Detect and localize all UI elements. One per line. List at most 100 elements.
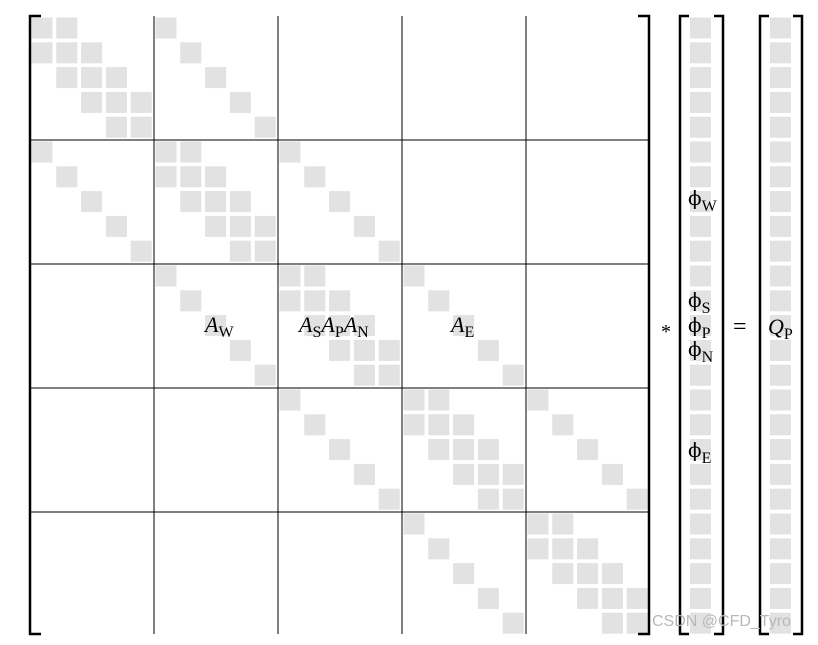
matrix-cell (403, 414, 425, 436)
q-cell (770, 364, 791, 386)
q-cell (770, 191, 791, 213)
matrix-cell (229, 91, 251, 113)
matrix-cell (130, 116, 152, 138)
matrix-cell (81, 42, 103, 64)
matrix-cell (378, 339, 400, 361)
matrix-cell (502, 364, 524, 386)
phi-p-label: ϕP (688, 313, 711, 342)
q-cell (770, 42, 791, 64)
matrix-cell (304, 265, 326, 287)
q-cell (770, 612, 791, 634)
matrix-cell (304, 166, 326, 188)
phi-cell (690, 612, 711, 634)
phi-cell (690, 364, 711, 386)
multiply-operator: * (661, 321, 671, 343)
phi-cell (690, 240, 711, 262)
matrix-cell (254, 240, 276, 262)
phi-cell (690, 488, 711, 510)
matrix-cell (155, 17, 177, 39)
matrix-cell (453, 439, 475, 461)
matrix-cell (502, 488, 524, 510)
matrix-cell (527, 513, 549, 535)
q-cell (770, 563, 791, 585)
matrix-cell (180, 141, 202, 163)
matrix-cell (477, 488, 499, 510)
phi-cell (690, 339, 711, 361)
matrix-cell (229, 191, 251, 213)
matrix-cell (577, 538, 599, 560)
matrix-cell (601, 463, 623, 485)
q-cell (770, 538, 791, 560)
phi-cell (690, 315, 711, 337)
matrix-cell (130, 91, 152, 113)
matrix-cell (477, 463, 499, 485)
matrix-cell (130, 240, 152, 262)
q-vector-cells (770, 17, 791, 634)
equals-operator: = (733, 314, 747, 340)
matrix-cell (304, 414, 326, 436)
matrix-cell (155, 166, 177, 188)
phi-cell (690, 191, 711, 213)
matrix-cell (403, 389, 425, 411)
q-cell (770, 513, 791, 535)
matrix-cell (180, 166, 202, 188)
q-cell (770, 339, 791, 361)
matrix-cell (329, 315, 351, 337)
matrix-block-grid (30, 16, 649, 634)
matrix-cell (577, 563, 599, 585)
matrix-cell (105, 91, 127, 113)
q-cell (770, 166, 791, 188)
matrix-cell (155, 141, 177, 163)
matrix-cell (527, 538, 549, 560)
phi-cell (690, 17, 711, 39)
matrix-cell (205, 166, 227, 188)
matrix-cell (626, 612, 648, 634)
label-a-w: AW (203, 312, 234, 341)
matrix-cell (353, 215, 375, 237)
matrix-cell (601, 587, 623, 609)
phi-cell (690, 166, 711, 188)
phi-cell (690, 389, 711, 411)
phi-cell (690, 67, 711, 89)
q-cell (770, 240, 791, 262)
matrix-cell (279, 389, 301, 411)
q-cell (770, 315, 791, 337)
phi-cell (690, 141, 711, 163)
matrix-cell (81, 67, 103, 89)
matrix-cell (477, 439, 499, 461)
label-a-s-a-p-a-n: ASAPAN (297, 312, 369, 341)
matrix-cell (378, 364, 400, 386)
matrix-cell (81, 191, 103, 213)
q-cell (770, 439, 791, 461)
matrix-cell (56, 17, 78, 39)
q-cell (770, 67, 791, 89)
q-cell (770, 414, 791, 436)
matrix-cell (477, 339, 499, 361)
matrix-cell (626, 587, 648, 609)
phi-cell (690, 91, 711, 113)
q-left-bracket (758, 14, 769, 636)
phi-cell (690, 116, 711, 138)
q-cell (770, 265, 791, 287)
phi-cell (690, 587, 711, 609)
matrix-cell (105, 116, 127, 138)
matrix-nonzero-cells (31, 17, 648, 634)
matrix-cell (601, 612, 623, 634)
matrix-cell (229, 215, 251, 237)
matrix-cell (577, 587, 599, 609)
phi-left-bracket (678, 14, 689, 636)
matrix-cell (254, 116, 276, 138)
matrix-cell (552, 414, 574, 436)
matrix-cell (403, 513, 425, 535)
matrix-cell (205, 67, 227, 89)
phi-cell (690, 513, 711, 535)
matrix-cell (205, 315, 227, 337)
matrix-cell (428, 389, 450, 411)
q-cell (770, 463, 791, 485)
matrix-cell (56, 67, 78, 89)
matrix-cell (329, 290, 351, 312)
matrix-left-bracket (28, 14, 41, 636)
phi-cell (690, 290, 711, 312)
matrix-cell (279, 290, 301, 312)
q-cell (770, 290, 791, 312)
